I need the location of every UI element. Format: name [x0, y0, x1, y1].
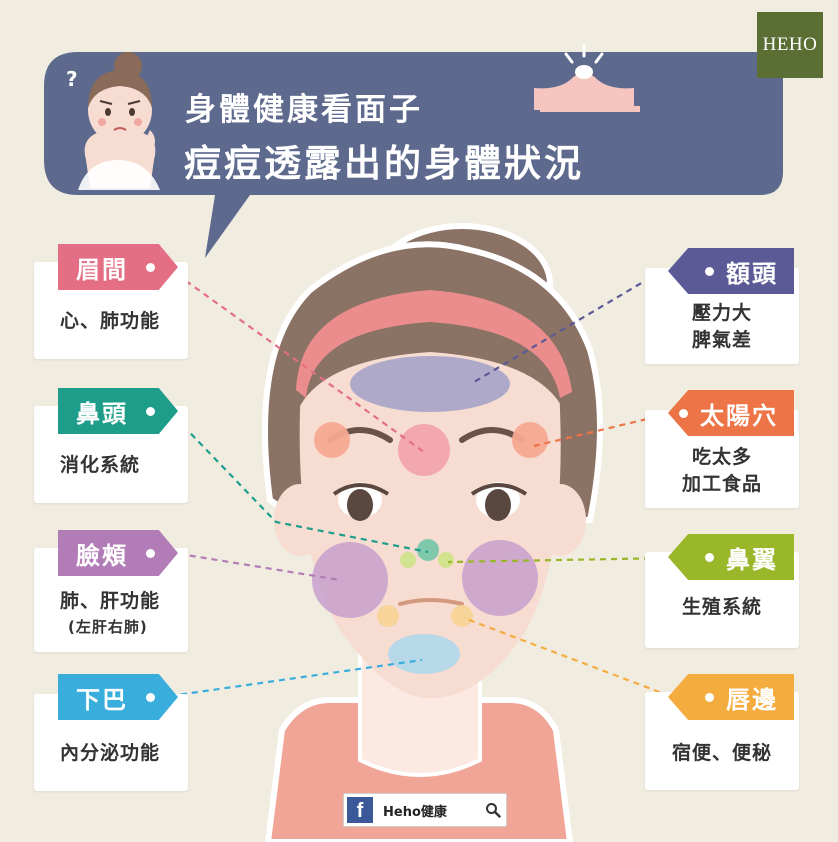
tag-cheeks-label: 臉頰: [76, 541, 128, 570]
eyes: [332, 482, 528, 521]
tag-nose-tip-label: 鼻頭: [76, 399, 128, 428]
tag-nose-wing: 鼻翼: [668, 534, 794, 580]
title-line-2: 痘痘透露出的身體狀況: [184, 142, 584, 185]
tag-lips-label: 唇邊: [726, 685, 778, 714]
desc-lips: 宿便、便秘: [671, 742, 772, 764]
desc-chin: 內分泌功能: [60, 742, 161, 764]
tag-forehead-label: 額頭: [726, 259, 778, 288]
tag-chin: 下巴: [58, 674, 178, 720]
tag-temple-label: 太陽穴: [700, 401, 778, 430]
pimple-icon: [534, 44, 640, 112]
connector-lips: [463, 616, 671, 698]
tag-temple: 太陽穴: [668, 390, 794, 436]
desc-nose-tip: 消化系統: [60, 454, 141, 476]
facebook-icon: f: [347, 797, 373, 823]
tag-nose-wing-label: 鼻翼: [726, 545, 778, 574]
zone-forehead: [350, 356, 510, 412]
connector-nose-wing: [447, 556, 673, 564]
desc-brow: 心、肺功能: [60, 310, 161, 332]
tag-forehead: 額頭: [668, 248, 794, 294]
zone-temple-right: [512, 422, 548, 458]
zone-nose-wing-left: [400, 552, 416, 568]
tag-cheeks: 臉頰: [58, 530, 178, 576]
connector-brow: [167, 267, 425, 453]
tag-nose-tip: 鼻頭: [58, 388, 178, 434]
zone-temple-left: [314, 422, 350, 458]
zone-lip-left: [377, 605, 399, 627]
connector-forehead: [473, 271, 661, 383]
desc-nose-wing: 生殖系統: [681, 596, 762, 618]
facebook-page-name: Heho健康: [383, 804, 447, 820]
zone-lip-right: [451, 605, 473, 627]
zone-cheek-right: [462, 540, 538, 616]
desc-temple: 吃太多 加工食品: [681, 446, 762, 495]
title-line-1: 身體健康看面子: [185, 92, 423, 128]
zone-brow: [398, 424, 450, 476]
heho-logo: HEHO: [757, 12, 823, 78]
tag-brow: 眉間: [58, 244, 178, 290]
tag-lips: 唇邊: [668, 674, 794, 720]
zone-nose-wing-right: [438, 552, 454, 568]
desc-cheeks-note: (左肝右肺): [68, 618, 148, 636]
worried-girl-icon: ?: [66, 52, 160, 190]
magnifier-icon[interactable]: [480, 797, 506, 823]
zone-chin: [388, 634, 460, 674]
tag-brow-label: 眉間: [76, 255, 128, 284]
connector-cheek: [167, 550, 341, 582]
svg-text:?: ?: [66, 67, 78, 91]
connector-nose-tip: [167, 409, 429, 554]
desc-forehead: 壓力大 脾氣差: [691, 302, 752, 351]
desc-cheeks: 肺、肝功能: [60, 590, 161, 612]
tag-chin-label: 下巴: [76, 685, 128, 714]
facebook-search-bar[interactable]: f Heho健康: [343, 793, 507, 827]
zone-cheek-left: [312, 542, 388, 618]
zone-nose-tip: [417, 539, 439, 561]
connector-chin: [169, 658, 423, 698]
headband: [296, 290, 572, 398]
